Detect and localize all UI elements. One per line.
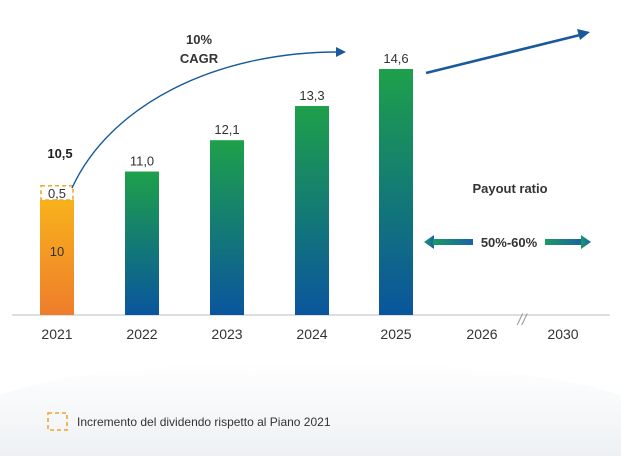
cagr-arrow — [71, 51, 339, 189]
bar-2021-increment-label: 0,5 — [48, 186, 66, 201]
cagr-arrow-head — [336, 47, 346, 57]
bar-2022-value-label: 11,0 — [130, 154, 154, 169]
x-tick-2023: 2023 — [211, 326, 242, 342]
trend-arrow-head — [577, 29, 590, 40]
trend-arrow-line — [425, 33, 581, 75]
x-tick-2024: 2024 — [296, 326, 327, 342]
cagr-text-label: CAGR — [180, 51, 219, 66]
payout-ratio-title: Payout ratio — [472, 181, 547, 196]
bars-group — [40, 69, 413, 316]
payout-range-label: 50%-60% — [481, 235, 538, 250]
x-tick-2021: 2021 — [41, 326, 72, 342]
bar-2023-value-label: 12,1 — [214, 122, 239, 137]
x-tick-2022: 2022 — [126, 326, 157, 342]
legend-swatch — [47, 412, 68, 431]
bar-2021-base-label: 10 — [50, 244, 64, 259]
bar-2025 — [379, 69, 413, 315]
bar-2021-increment — [40, 184, 74, 201]
x-tick-2030: 2030 — [547, 326, 578, 342]
bar-2025-value-label: 14,6 — [383, 51, 408, 66]
bar-2021-value-label: 10,5 — [47, 146, 72, 161]
bar-2024-value-label: 13,3 — [299, 88, 324, 103]
payout-range-arrow — [424, 235, 591, 249]
background-curve — [0, 361, 621, 456]
bar-2022 — [125, 171, 159, 315]
x-tick-2025: 2025 — [380, 326, 411, 342]
bar-2021-base — [40, 200, 74, 315]
bar-2023 — [210, 140, 244, 315]
x-tick-2026: 2026 — [466, 326, 497, 342]
cagr-value-label: 10% — [186, 32, 212, 47]
axis-break-mark: // — [517, 312, 528, 329]
bar-2024 — [295, 106, 329, 316]
legend-label: Incremento del dividendo rispetto al Pia… — [77, 415, 331, 429]
